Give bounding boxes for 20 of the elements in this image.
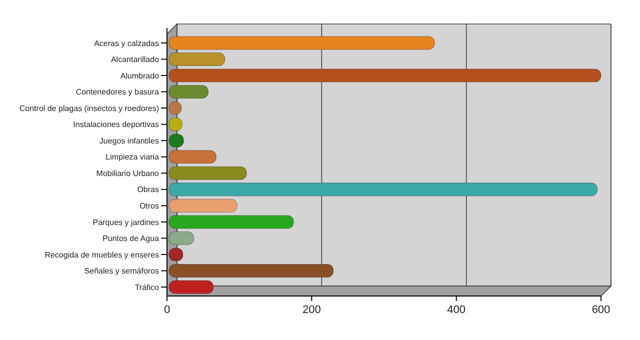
y-tick-label: Limpieza viaria xyxy=(106,152,160,162)
x-tick-label: 400 xyxy=(447,304,466,316)
y-tick-label: Control de plagas (insectos y roedores) xyxy=(19,104,160,113)
y-tick-label: Obras xyxy=(137,185,159,194)
x-tick-label: 200 xyxy=(302,304,321,316)
y-tick-label: Puntos de Agua xyxy=(102,234,160,244)
y-tick-label: Mobiliario Urbano xyxy=(96,168,160,178)
y-tick-label: Recogida de muebles y enseres xyxy=(44,250,159,260)
y-tick-label: Instalaciones deportivas xyxy=(73,120,159,130)
y-tick-label: Juegos infantiles xyxy=(99,136,159,146)
y-tick-label: Contenedores y basura xyxy=(76,88,160,97)
x-tick-label: 600 xyxy=(592,304,610,316)
x-tick-label: 0 xyxy=(164,304,170,316)
y-tick-label: Alumbrado xyxy=(120,71,160,80)
y-tick-label: Aceras y calzadas xyxy=(94,38,159,48)
y-tick-label: Señales y semáforos xyxy=(84,266,159,276)
y-tick-label: Otros xyxy=(139,201,159,210)
y-tick-label: Alcantarillado xyxy=(110,55,160,64)
y-tick-label: Parques y jardines xyxy=(92,218,159,227)
y-tick-label: Tráfico xyxy=(134,282,160,292)
